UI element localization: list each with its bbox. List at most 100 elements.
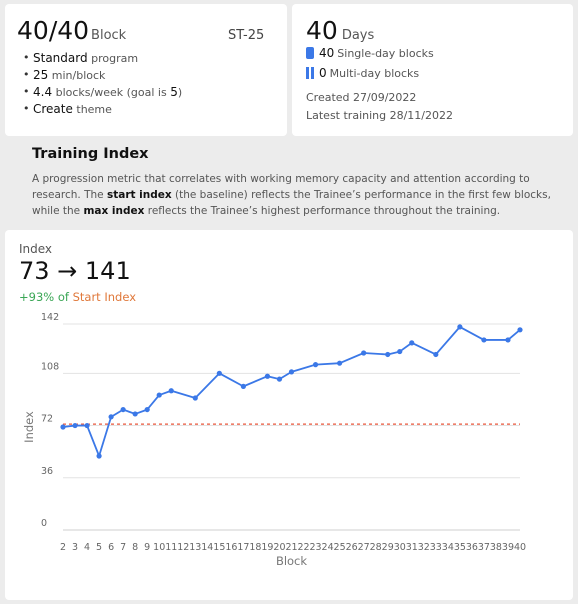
index-series-line bbox=[62, 326, 521, 457]
training-index-title: Training Index bbox=[32, 146, 149, 162]
stat-program: Standard program bbox=[23, 50, 182, 67]
index-data-point bbox=[312, 362, 319, 368]
index-delta-percent: +93% of bbox=[19, 290, 69, 304]
index-data-point bbox=[60, 424, 66, 430]
y-tick-label: 72 bbox=[41, 414, 53, 425]
x-tick-label: 34 bbox=[442, 542, 454, 553]
multi-day-swatch-icon bbox=[306, 67, 314, 79]
index-data-point bbox=[84, 422, 90, 429]
index-data-point bbox=[156, 392, 162, 398]
x-tick-label: 19 bbox=[261, 542, 273, 553]
desc-part-3: reflects the Trainee’s highest performan… bbox=[144, 205, 501, 217]
index-chart-card: 0 36 72 108 142 2 3 4 5 6 7 8 9 10 11 12 13 14 15 16 17 18 19 2… bbox=[5, 230, 573, 600]
days-count: 40 bbox=[306, 16, 338, 45]
program-stats: Standard program 25 min/block 4.4 blocks… bbox=[23, 50, 182, 118]
days-count-line: 40 Days bbox=[306, 16, 374, 45]
desc-max-index: max index bbox=[83, 205, 145, 217]
program-value: Standard bbox=[33, 51, 88, 65]
x-tick-label: 22 bbox=[297, 542, 309, 553]
index-data-point bbox=[505, 337, 511, 343]
x-tick-label: 14 bbox=[201, 542, 213, 553]
rate-label-end: ) bbox=[177, 86, 183, 99]
index-label: Index bbox=[19, 242, 53, 256]
x-tick-label: 15 bbox=[213, 542, 225, 553]
x-tick-label: 26 bbox=[346, 542, 358, 553]
x-tick-label: 6 bbox=[108, 542, 114, 553]
desc-part-2: (the baseline) reflects the Trainee’s pe… bbox=[32, 189, 551, 217]
x-tick-label: 27 bbox=[358, 542, 370, 553]
x-tick-label: 12 bbox=[177, 542, 189, 553]
x-tick-label: 37 bbox=[478, 542, 490, 553]
x-tick-label: 7 bbox=[120, 542, 126, 553]
index-data-point bbox=[72, 422, 78, 429]
index-data-point bbox=[96, 453, 102, 459]
x-tick-label: 10 bbox=[153, 542, 165, 553]
x-tick-label: 4 bbox=[84, 542, 90, 553]
desc-start-index: start index bbox=[106, 189, 172, 201]
blocks-done: 40 bbox=[17, 16, 49, 45]
index-data-point bbox=[144, 406, 150, 413]
stat-theme: Create theme bbox=[23, 101, 182, 118]
desc-part-1: A progression metric that correlates wit… bbox=[32, 173, 530, 201]
training-index-description: A progression metric that correlates wit… bbox=[32, 171, 552, 219]
y-tick-label: 36 bbox=[41, 466, 53, 477]
index-data-point bbox=[481, 337, 487, 343]
theme-label: theme bbox=[76, 103, 112, 116]
index-data-point bbox=[433, 351, 439, 358]
latest-training-date: Latest training 28/11/2022 bbox=[306, 109, 454, 122]
rate-goal: 5 bbox=[170, 85, 178, 99]
days-unit: Days bbox=[341, 28, 375, 43]
stat-minutes: 25 min/block bbox=[23, 67, 182, 84]
x-tick-label: 9 bbox=[144, 542, 150, 553]
multi-day-count: 0 bbox=[319, 66, 327, 80]
x-tick-label: 11 bbox=[165, 542, 177, 553]
index-data-point bbox=[264, 373, 271, 379]
trainee-code: ST-25 bbox=[228, 28, 265, 43]
x-tick-label: 17 bbox=[237, 542, 249, 553]
multi-day-label: Multi-day blocks bbox=[329, 67, 420, 80]
single-day-swatch-icon bbox=[306, 47, 314, 59]
x-tick-label: 33 bbox=[430, 542, 442, 553]
x-tick-label: 21 bbox=[285, 542, 297, 553]
x-tick-label: 32 bbox=[418, 542, 430, 553]
x-axis-title: Block bbox=[276, 554, 307, 568]
single-day-blocks: 40 Single-day blocks bbox=[306, 46, 434, 60]
x-tick-label: 23 bbox=[310, 542, 322, 553]
days-summary-card: 40 Days 40 Single-day blocks 0 Multi-day bl… bbox=[292, 4, 573, 136]
single-day-label: Single-day blocks bbox=[337, 47, 434, 60]
x-tick-label: 3 bbox=[72, 542, 78, 553]
index-data-point bbox=[132, 411, 138, 417]
x-tick-label: 36 bbox=[466, 542, 478, 553]
x-tick-label: 5 bbox=[96, 542, 102, 553]
x-tick-label: 35 bbox=[454, 542, 466, 553]
blocks-progress: 40/40 Block bbox=[17, 16, 126, 45]
index-data-point bbox=[240, 383, 246, 389]
index-data-point bbox=[108, 414, 114, 420]
index-data-point bbox=[361, 350, 367, 356]
index-data-point bbox=[409, 340, 415, 346]
index-data-point bbox=[288, 369, 295, 375]
x-tick-label: 28 bbox=[370, 542, 382, 553]
minutes-label: min/block bbox=[51, 69, 106, 82]
x-tick-label: 31 bbox=[406, 542, 418, 553]
index-data-point bbox=[337, 360, 343, 366]
index-data-point bbox=[192, 395, 198, 401]
index-data-point bbox=[168, 388, 174, 394]
index-data-point bbox=[276, 376, 283, 382]
index-delta: +93% of Start Index bbox=[19, 290, 136, 304]
x-tick-label: 39 bbox=[502, 542, 514, 553]
x-tick-label: 30 bbox=[394, 542, 406, 553]
x-tick-label: 18 bbox=[249, 542, 261, 553]
minutes-value: 25 bbox=[33, 68, 49, 82]
blocks-total: /40 bbox=[48, 16, 90, 45]
y-tick-label: 142 bbox=[41, 312, 59, 323]
index-range: 73 → 141 bbox=[19, 257, 131, 285]
rate-value: 4.4 bbox=[33, 85, 53, 99]
index-data-point bbox=[397, 348, 403, 355]
x-tick-label: 29 bbox=[382, 542, 394, 553]
program-label: program bbox=[91, 52, 139, 65]
index-data-point bbox=[385, 351, 391, 358]
y-tick-label: 108 bbox=[41, 361, 59, 372]
